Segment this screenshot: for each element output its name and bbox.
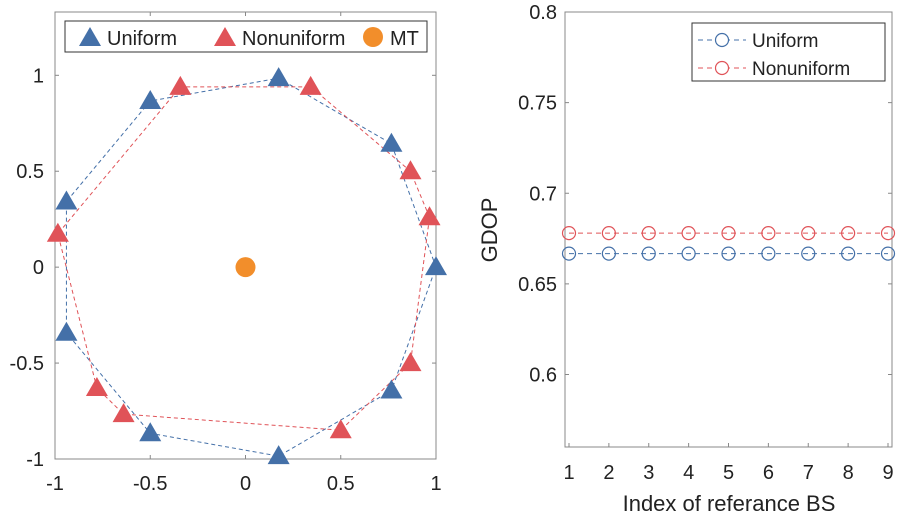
y-axis-label: GDOP xyxy=(477,198,502,263)
legend-marker-nonuniform xyxy=(714,60,730,76)
point-nonuniform xyxy=(721,226,736,241)
y-tick-label: -1 xyxy=(26,449,44,471)
polygon-line-nonuniform xyxy=(57,86,431,431)
point-uniform xyxy=(880,246,896,261)
point-nonuniform xyxy=(299,75,322,95)
legend-marker-uniform xyxy=(79,27,101,46)
point-nonuniform xyxy=(601,226,616,241)
left-axes-box xyxy=(54,11,437,460)
point-uniform xyxy=(380,379,403,399)
point-nonuniform xyxy=(841,226,856,241)
x-tick-label: 3 xyxy=(643,462,654,484)
point-uniform xyxy=(139,90,162,110)
point-nonuniform xyxy=(399,160,422,180)
x-tick-label: 1 xyxy=(563,462,574,484)
legend-marker-uniform xyxy=(714,32,730,48)
y-tick-label: 0.5 xyxy=(16,161,44,183)
point-mt xyxy=(235,257,256,278)
point-nonuniform xyxy=(761,226,776,241)
y-tick-label: 0.7 xyxy=(529,183,557,205)
x-tick-label: 0.5 xyxy=(327,473,355,495)
point-nonuniform xyxy=(46,222,69,242)
x-tick-label: 1 xyxy=(430,473,441,495)
x-tick-label: -1 xyxy=(46,473,64,495)
point-nonuniform xyxy=(641,226,656,241)
point-uniform xyxy=(721,246,736,261)
point-uniform xyxy=(267,445,290,465)
legend-marker-nonuniform xyxy=(214,27,236,46)
point-uniform xyxy=(641,246,656,261)
y-tick-label: 0.8 xyxy=(529,2,557,24)
point-nonuniform xyxy=(681,226,696,241)
x-tick-label: 9 xyxy=(882,462,893,484)
x-tick-label: -0.5 xyxy=(133,473,167,495)
point-uniform xyxy=(425,256,447,276)
point-nonuniform xyxy=(561,226,577,241)
point-uniform xyxy=(55,190,78,210)
y-tick-label: 1 xyxy=(33,65,44,87)
y-tick-label: 0 xyxy=(33,257,44,279)
legend-label: Nonuniform xyxy=(752,59,850,80)
point-uniform xyxy=(681,246,696,261)
legend-label: Uniform xyxy=(752,31,819,52)
y-tick-label: 0.75 xyxy=(518,93,557,115)
point-uniform xyxy=(601,246,616,261)
x-axis-label: Index of referance BS xyxy=(623,491,836,516)
x-tick-label: 7 xyxy=(803,462,814,484)
x-tick-label: 0 xyxy=(240,473,251,495)
y-tick-label: 0.6 xyxy=(529,365,557,387)
point-nonuniform xyxy=(880,226,896,241)
point-nonuniform xyxy=(112,403,135,423)
legend-label: MT xyxy=(390,28,419,50)
point-uniform xyxy=(841,246,856,261)
x-tick-label: 5 xyxy=(723,462,734,484)
legend-marker-mt xyxy=(363,27,383,47)
point-uniform xyxy=(561,246,577,261)
point-nonuniform xyxy=(399,352,422,372)
legend-label: Nonuniform xyxy=(242,28,345,50)
x-tick-label: 6 xyxy=(763,462,774,484)
point-uniform xyxy=(55,321,78,341)
point-uniform xyxy=(761,246,776,261)
polygon-line-uniform xyxy=(65,77,437,457)
point-nonuniform xyxy=(169,75,192,95)
y-tick-label: 0.65 xyxy=(518,274,557,296)
y-tick-label: -0.5 xyxy=(10,353,44,375)
x-tick-label: 8 xyxy=(843,462,854,484)
point-nonuniform xyxy=(329,419,352,439)
legend-label: Uniform xyxy=(107,28,177,50)
point-nonuniform xyxy=(801,226,816,241)
point-uniform xyxy=(380,132,403,152)
point-nonuniform xyxy=(85,377,108,397)
point-uniform xyxy=(139,422,162,442)
point-nonuniform xyxy=(418,206,441,226)
point-uniform xyxy=(267,67,290,87)
point-uniform xyxy=(801,246,816,261)
x-tick-label: 2 xyxy=(603,462,614,484)
x-tick-label: 4 xyxy=(683,462,694,484)
